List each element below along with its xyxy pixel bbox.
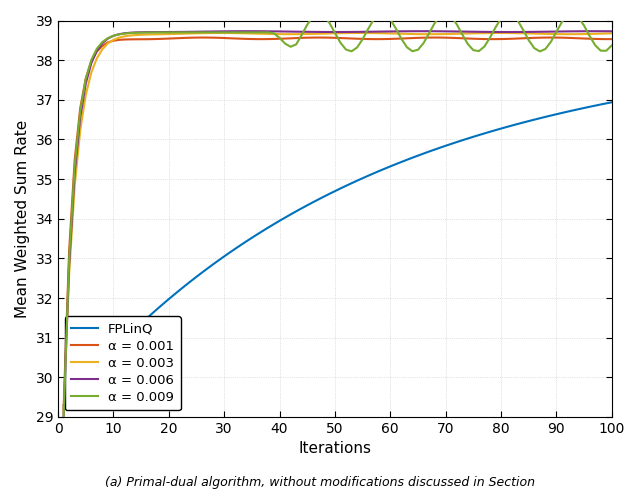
α = 0.006 bbox=[60, 414, 67, 420]
FPLinQ bbox=[165, 296, 173, 302]
α = 0.003 bbox=[497, 30, 505, 36]
α = 0.009 bbox=[342, 47, 350, 53]
α = 0.003 bbox=[342, 30, 350, 36]
FPLinQ bbox=[564, 109, 572, 114]
α = 0.009 bbox=[586, 33, 593, 39]
Y-axis label: Mean Weighted Sum Rate: Mean Weighted Sum Rate bbox=[15, 120, 30, 318]
FPLinQ bbox=[342, 183, 350, 189]
FPLinQ bbox=[387, 164, 394, 169]
α = 0.006 bbox=[342, 29, 350, 35]
α = 0.006 bbox=[387, 28, 394, 34]
Line: FPLinQ: FPLinQ bbox=[63, 102, 612, 405]
α = 0.001 bbox=[60, 406, 67, 412]
α = 0.003 bbox=[387, 30, 394, 36]
Legend: FPLinQ, α = 0.001, α = 0.003, α = 0.006, α = 0.009: FPLinQ, α = 0.001, α = 0.003, α = 0.006,… bbox=[65, 316, 180, 410]
α = 0.006 bbox=[580, 28, 588, 34]
α = 0.009 bbox=[442, 10, 449, 16]
α = 0.001 bbox=[187, 35, 195, 41]
α = 0.009 bbox=[387, 16, 394, 22]
α = 0.001 bbox=[608, 36, 616, 42]
α = 0.001 bbox=[547, 34, 555, 40]
α = 0.009 bbox=[165, 29, 173, 35]
α = 0.001 bbox=[165, 36, 173, 42]
α = 0.001 bbox=[387, 36, 394, 42]
α = 0.003 bbox=[60, 410, 67, 416]
Line: α = 0.003: α = 0.003 bbox=[63, 33, 612, 413]
X-axis label: Iterations: Iterations bbox=[298, 441, 371, 456]
Line: α = 0.006: α = 0.006 bbox=[63, 31, 612, 417]
α = 0.006 bbox=[591, 28, 599, 34]
Line: α = 0.001: α = 0.001 bbox=[63, 37, 612, 409]
α = 0.009 bbox=[187, 29, 195, 35]
α = 0.003 bbox=[608, 30, 616, 36]
α = 0.009 bbox=[60, 414, 67, 420]
α = 0.003 bbox=[165, 31, 173, 37]
α = 0.009 bbox=[608, 42, 616, 48]
α = 0.003 bbox=[586, 31, 593, 37]
α = 0.001 bbox=[342, 35, 350, 41]
FPLinQ bbox=[608, 99, 616, 105]
α = 0.009 bbox=[569, 10, 577, 16]
Text: (a) Primal-dual algorithm, without modifications discussed in Section: (a) Primal-dual algorithm, without modif… bbox=[105, 476, 535, 489]
α = 0.003 bbox=[569, 31, 577, 37]
FPLinQ bbox=[60, 402, 67, 408]
α = 0.006 bbox=[608, 28, 616, 34]
α = 0.006 bbox=[187, 29, 195, 35]
α = 0.001 bbox=[586, 36, 593, 42]
α = 0.003 bbox=[187, 30, 195, 36]
α = 0.001 bbox=[569, 35, 577, 41]
α = 0.006 bbox=[165, 29, 173, 35]
Line: α = 0.009: α = 0.009 bbox=[63, 13, 612, 417]
FPLinQ bbox=[187, 278, 195, 284]
α = 0.006 bbox=[564, 28, 572, 34]
FPLinQ bbox=[580, 105, 588, 111]
